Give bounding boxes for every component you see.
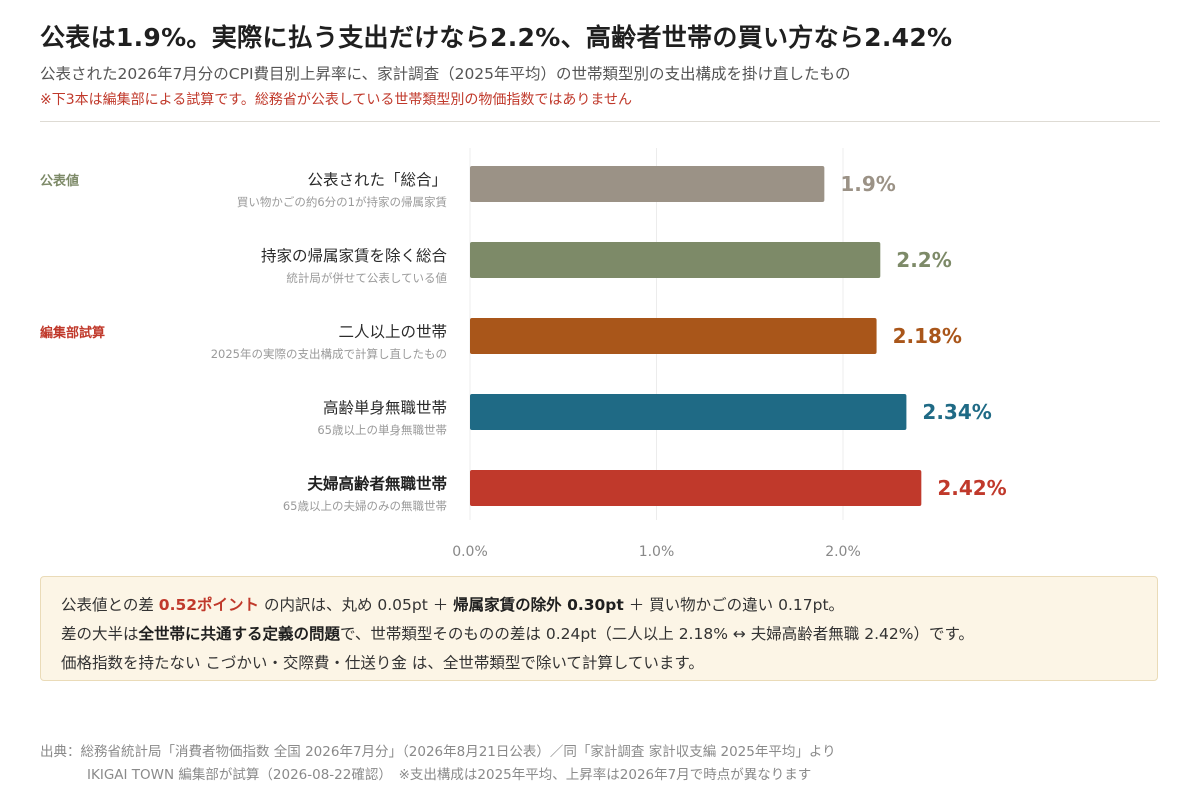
category-sublabel: 65歳以上の夫婦のみの無職世帯: [283, 499, 447, 513]
summary-text: 差の大半は: [61, 625, 139, 643]
summary-text: で、世帯類型そのものの差は 0.24pt（二人以上 2.18% ↔ 夫婦高齢者無…: [340, 625, 974, 643]
source-line-2: IKIGAI TOWN 編集部が試算（2026-08-22確認） ※支出構成は2…: [87, 767, 812, 783]
source-line-1: 出典：総務省統計局「消費者物価指数 全国 2026年7月分」（2026年8月21…: [40, 744, 836, 760]
category-sublabel: 買い物かごの約6分の1が持家の帰属家賃: [237, 195, 447, 209]
bar-value-label: 2.42%: [937, 476, 1006, 500]
category-label: 公表された「総合」: [307, 171, 447, 189]
summary-line-1: 公表値との差 0.52ポイント の内訳は、丸め 0.05pt ＋ 帰属家賃の除外…: [61, 591, 1137, 620]
x-tick-label: 1.0%: [639, 544, 675, 560]
category-label: 二人以上の世帯: [338, 323, 447, 341]
category-label: 夫婦高齢者無職世帯: [307, 474, 447, 493]
summary-diff-value: 0.52ポイント: [158, 596, 260, 614]
disclaimer-note: ※下3本は編集部による試算です。総務省が公表している世帯類型別の物価指数ではあり…: [40, 92, 632, 108]
category-label: 持家の帰属家賃を除く総合: [261, 247, 448, 265]
bar-value-label: 1.9%: [840, 172, 895, 196]
header-divider: [40, 121, 1160, 122]
group-label: 公表値: [40, 173, 79, 189]
source-credit: 出典：総務省統計局「消費者物価指数 全国 2026年7月分」（2026年8月21…: [40, 741, 836, 787]
category-sublabel: 統計局が併せて公表している値: [286, 271, 447, 285]
bar-value-label: 2.2%: [896, 248, 951, 272]
summary-box: 公表値との差 0.52ポイント の内訳は、丸め 0.05pt ＋ 帰属家賃の除外…: [40, 576, 1158, 681]
category-sublabel: 2025年の実際の支出構成で計算し直したもの: [211, 347, 447, 361]
x-tick-label: 0.0%: [452, 544, 488, 560]
bar: [470, 394, 907, 430]
summary-text: ＋ 買い物かごの違い 0.17pt。: [623, 596, 845, 614]
summary-emphasis: 全世帯に共通する定義の問題: [138, 625, 341, 643]
bar-value-label: 2.18%: [893, 324, 962, 348]
summary-line-3: 価格指数を持たない こづかい・交際費・仕送り金 は、全世帯類型で除いて計算してい…: [61, 654, 704, 672]
bar: [470, 166, 825, 202]
bar: [470, 318, 877, 354]
chart-subtitle: 公表された2026年7月分のCPI費目別上昇率に、家計調査（2025年平均）の世…: [40, 65, 851, 83]
bar: [470, 242, 881, 278]
bar-value-label: 2.34%: [922, 400, 991, 424]
bar: [470, 470, 922, 506]
summary-text: 公表値との差: [61, 596, 159, 614]
chart-title: 公表は1.9%。実際に払う支出だけなら2.2%、高齢者世帯の買い方なら2.42%: [40, 23, 953, 52]
summary-emphasis: 帰属家賃の除外 0.30pt: [453, 596, 624, 614]
summary-text: の内訳は、丸め 0.05pt ＋: [259, 596, 454, 614]
category-sublabel: 65歳以上の単身無職世帯: [317, 423, 447, 437]
category-label: 高齢単身無職世帯: [323, 399, 447, 417]
x-tick-label: 2.0%: [825, 544, 861, 560]
summary-line-2: 差の大半は全世帯に共通する定義の問題で、世帯類型そのものの差は 0.24pt（二…: [61, 620, 1137, 649]
group-label: 編集部試算: [40, 325, 105, 341]
